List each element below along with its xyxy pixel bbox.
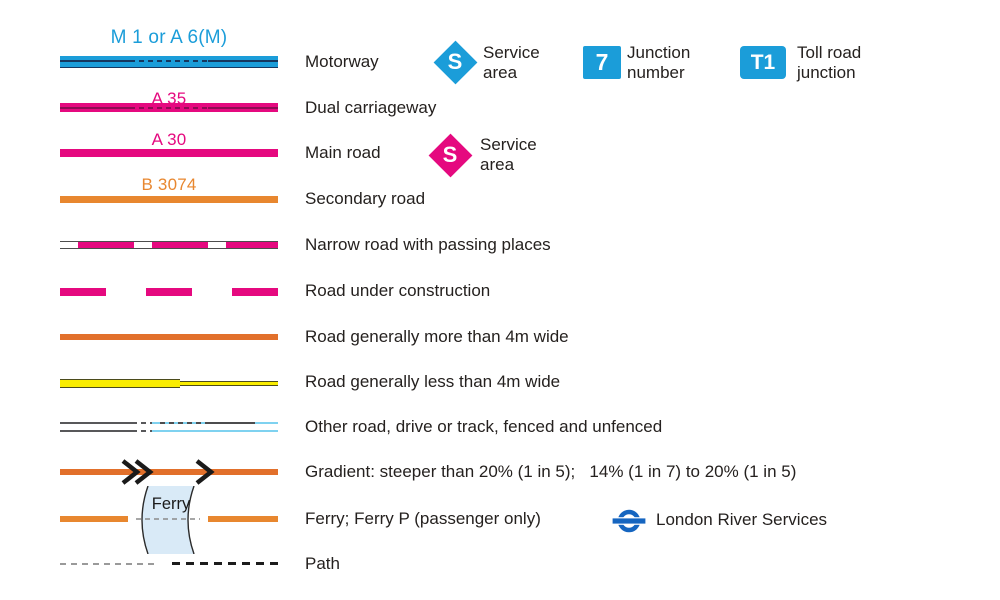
gradient-chevron-icon xyxy=(195,459,215,485)
ferry-road-left xyxy=(60,516,128,522)
legend-row-label: Ferry; Ferry P (passenger only) xyxy=(305,509,541,528)
road-less-than-4m-symbol xyxy=(60,379,278,388)
narrow-road-line-symbol xyxy=(60,241,278,249)
legend-row-label: Dual carriageway xyxy=(305,98,437,117)
road-more-than-4m-symbol xyxy=(60,334,278,340)
water-fill xyxy=(142,486,194,554)
yellow-road-thick-segment xyxy=(60,379,180,388)
road-under-construction-symbol xyxy=(60,288,278,296)
other-road-dash-overlay xyxy=(160,422,205,424)
secondary-road-road-number: B 3074 xyxy=(141,175,197,194)
service-area-main-road-icon: S xyxy=(428,133,472,177)
unfenced-road-segment xyxy=(132,422,160,432)
gradient-road-line xyxy=(60,469,278,475)
path-dashed-line-black xyxy=(172,562,278,565)
toll-road-junction-label: Toll road junction xyxy=(797,43,862,83)
legend-row-label: Road generally less than 4m wide xyxy=(305,372,561,391)
toll-road-junction-icon: T1 xyxy=(740,46,786,79)
dual-carriageway-line-symbol xyxy=(60,103,278,112)
gradient-chevron-icon xyxy=(121,459,141,485)
legend-row-label: Secondary road xyxy=(305,189,426,208)
motorway-line-symbol xyxy=(60,56,278,68)
gradient-symbol xyxy=(60,459,278,485)
dual-centerline xyxy=(208,106,278,109)
london-river-services-roundel-icon xyxy=(612,509,646,533)
secondary-road-line-symbol xyxy=(60,196,278,203)
construction-dash xyxy=(146,288,192,296)
main-road-road-number: A 30 xyxy=(151,130,187,149)
legend-row-label: Road generally more than 4m wide xyxy=(305,327,569,346)
legend-row-label: Road under construction xyxy=(305,281,491,300)
ferry-symbol: Ferry xyxy=(60,486,278,556)
legend-row-label: Motorway xyxy=(305,52,379,71)
junction-number-icon: 7 xyxy=(583,46,621,79)
water-edge xyxy=(187,486,195,554)
legend-row-label: Narrow road with passing places xyxy=(305,235,551,254)
other-road-solid-overlay xyxy=(205,422,255,424)
service-area-label: Service area xyxy=(480,135,537,175)
path-dashed-line-gray xyxy=(60,563,155,565)
dual-centerline xyxy=(60,106,130,109)
motorway-centerline-dashed xyxy=(129,60,209,62)
gradient-chevron-icon xyxy=(134,459,154,485)
service-area-s-glyph: S xyxy=(447,49,463,74)
motorway-centerline xyxy=(208,60,278,62)
construction-dash xyxy=(60,288,106,296)
main-road-line-symbol xyxy=(60,149,278,157)
service-area-label: Service area xyxy=(483,43,540,83)
dual-centerline-dashed xyxy=(129,106,209,109)
service-area-motorway-icon: S xyxy=(433,40,477,84)
other-road-symbol xyxy=(60,420,278,434)
ferry-water-band xyxy=(136,486,200,554)
water-edge xyxy=(141,486,149,554)
construction-dash xyxy=(232,288,278,296)
ferry-symbol-text: Ferry xyxy=(151,495,191,513)
legend-row-label: Other road, drive or track, fenced and u… xyxy=(305,417,663,436)
legend-row-label: Main road xyxy=(305,143,381,162)
legend-row-label: Gradient: steeper than 20% (1 in 5); 14%… xyxy=(305,462,797,481)
motorway-centerline xyxy=(60,60,130,62)
service-area-s-glyph: S xyxy=(442,142,458,167)
junction-number-label: Junction number xyxy=(627,43,691,83)
legend-row-label: Path xyxy=(305,554,340,573)
motorway-road-number: M 1 or A 6(M) xyxy=(110,27,228,48)
yellow-road-thin-segment xyxy=(180,381,278,386)
roundel-bar xyxy=(612,517,646,525)
ferry-road-right xyxy=(208,516,278,522)
fenced-road-segment xyxy=(60,422,132,432)
london-river-services-label: London River Services xyxy=(656,510,828,529)
